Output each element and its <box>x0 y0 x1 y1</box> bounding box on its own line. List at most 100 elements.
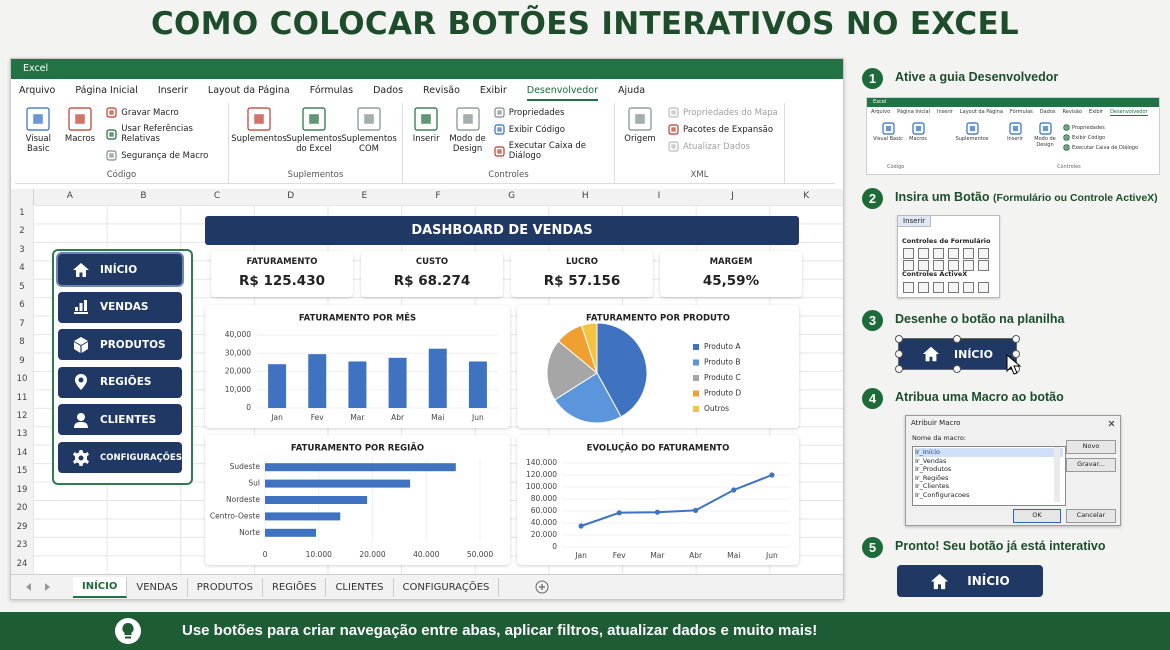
dialog-button[interactable]: Gravar... <box>1066 458 1116 472</box>
activex-control-icon[interactable] <box>963 282 974 293</box>
macro-item[interactable]: Ir_Configuracoes <box>915 490 970 499</box>
ribbon-button[interactable]: Origem <box>619 107 661 144</box>
form-control-icon[interactable] <box>978 248 989 259</box>
ribbon-small-button[interactable]: Propriedades <box>494 107 610 118</box>
ribbon-tabs: Arquivo Página Inicial Inserir Layout da Pá… <box>19 83 645 101</box>
ribbon-small-label: Atualizar Dados <box>683 141 750 152</box>
ribbon-tab[interactable]: Revisão <box>423 85 460 96</box>
form-control-icon[interactable] <box>918 260 929 271</box>
dialog-button[interactable]: Novo <box>1066 440 1116 454</box>
icon <box>247 107 271 131</box>
icon-detail <box>969 125 975 132</box>
ribbon-tab[interactable]: Ajuda <box>618 85 646 96</box>
nav-icon-shape <box>74 300 88 315</box>
final-button[interactable]: INÍCIO <box>897 565 1043 597</box>
ribbon-button[interactable]: Inserir <box>407 107 445 144</box>
dialog-button[interactable]: Cancelar <box>1066 509 1116 523</box>
row-header: 12 <box>16 410 28 421</box>
x-tick-label: Abr <box>391 413 405 422</box>
icon <box>106 150 117 161</box>
ribbon-small-button[interactable]: Usar Referências Relativas <box>106 124 224 144</box>
ribbon-button[interactable]: Visual Basic <box>19 107 58 154</box>
ribbon-tab[interactable]: Arquivo <box>19 85 56 96</box>
sheet-tab[interactable]: INÍCIO <box>73 576 128 598</box>
legend-label: Produto D <box>704 389 741 398</box>
form-control-icon[interactable] <box>903 260 914 271</box>
nav-icon <box>74 336 88 353</box>
ribbon-small-button[interactable]: Exibir Código <box>494 124 610 135</box>
sheet-tab[interactable]: CLIENTES <box>326 577 394 597</box>
macro-item[interactable]: Ir_Início <box>915 448 1063 457</box>
nav-button[interactable]: PRODUTOS <box>58 329 182 361</box>
step-note: (Formulário ou Controle ActiveX) <box>992 192 1158 204</box>
activex-control-icon[interactable] <box>933 282 944 293</box>
ribbon-button[interactable]: Macros <box>61 107 100 144</box>
ribbon-small-button[interactable]: Executar Caixa de Diálogo <box>494 141 610 161</box>
arrow-right <box>45 583 50 591</box>
activex-control-icon[interactable] <box>978 282 989 293</box>
sheet-tab[interactable]: PRODUTOS <box>188 577 263 597</box>
home-shape <box>931 573 949 589</box>
kpi-card: LUCRO R$ 57.156 <box>511 251 653 297</box>
nav-button-label: INÍCIO <box>100 263 138 276</box>
ribbon-small-button[interactable]: Atualizar Dados <box>668 141 778 152</box>
macro-item[interactable]: Ir_Produtos <box>915 465 952 473</box>
preview-button: Macros <box>903 122 933 142</box>
kpi-label: FATURAMENTO <box>246 257 318 267</box>
ribbon-small-button[interactable]: Propriedades do Mapa <box>668 107 778 118</box>
ribbon-tab[interactable]: Dados <box>373 85 404 96</box>
nav-button[interactable]: REGIÕES <box>58 366 182 398</box>
form-control-icon[interactable] <box>948 248 959 259</box>
form-control-icon[interactable] <box>903 248 914 259</box>
nav-button[interactable]: CONFIGURAÇÕES <box>58 442 182 473</box>
ribbon-tab[interactable]: Desenvolvedor <box>526 83 599 101</box>
icon <box>1063 124 1070 131</box>
icon <box>668 124 679 135</box>
kpi-value: R$ 57.156 <box>543 273 621 289</box>
ribbon-button[interactable]: Suplementos <box>231 107 287 144</box>
legend-swatch <box>693 359 699 366</box>
macro-item[interactable]: Ir_Regiões <box>915 473 949 482</box>
form-control-icon[interactable] <box>918 248 929 259</box>
form-control-icon[interactable] <box>933 248 944 259</box>
ribbon-tab[interactable]: Fórmulas <box>309 85 354 96</box>
macro-item[interactable]: Ir_Clientes <box>915 482 950 490</box>
form-control-icon[interactable] <box>963 248 974 259</box>
sheet-tab[interactable]: CONFIGURAÇÕES <box>394 577 500 597</box>
nav-icon <box>75 374 87 391</box>
activex-control-icon[interactable] <box>903 282 914 293</box>
y-tick-label: 40,000 <box>225 330 251 339</box>
step-title: Desenhe o botão na planilha <box>895 312 1065 326</box>
ribbon-tab[interactable]: Layout da Página <box>207 85 290 96</box>
preview-button: Modo de Design <box>1030 122 1060 148</box>
ribbon-small-button[interactable]: Gravar Macro <box>106 107 224 118</box>
step-number: 3 <box>862 310 883 331</box>
nav-icon <box>74 412 88 428</box>
ribbon-button[interactable]: Suplementos COM <box>341 107 397 154</box>
ribbon-tab[interactable]: Exibir <box>479 85 507 96</box>
resize-handle <box>953 335 961 343</box>
ribbon-tab[interactable]: Inserir <box>157 85 188 96</box>
preview-small: Exibir Código <box>1063 134 1105 141</box>
sheet-tab[interactable]: VENDAS <box>127 577 188 597</box>
ribbon-button[interactable]: Modo de Design <box>448 107 486 154</box>
sheet-tab[interactable]: REGIÕES <box>263 577 327 597</box>
form-control-icon[interactable] <box>978 260 989 271</box>
form-control-icon[interactable] <box>933 260 944 271</box>
ribbon-tab[interactable]: Página Inicial <box>75 85 138 96</box>
ribbon-group-label: Código <box>106 170 137 180</box>
activex-control-icon[interactable] <box>948 282 959 293</box>
ribbon-button[interactable]: Suplementos do Excel <box>286 107 342 154</box>
dialog-button[interactable]: OK <box>1013 509 1061 523</box>
macro-item[interactable]: Ir_Vendas <box>915 456 947 465</box>
nav-button[interactable]: VENDAS <box>58 291 182 323</box>
nav-button[interactable]: CLIENTES <box>58 404 182 436</box>
nav-button[interactable]: INÍCIO <box>58 254 182 285</box>
activex-control-icon[interactable] <box>918 282 929 293</box>
form-control-icon[interactable] <box>948 260 959 271</box>
icon-detail <box>497 148 502 154</box>
form-control-icon[interactable] <box>963 260 974 271</box>
ribbon-small-button[interactable]: Pacotes de Expansão <box>668 124 778 135</box>
preview-tabs: Arquivo Página Inicial Inserir Layout da Pá… <box>871 109 1148 116</box>
ribbon-small-button[interactable]: Segurança de Macro <box>106 150 224 161</box>
